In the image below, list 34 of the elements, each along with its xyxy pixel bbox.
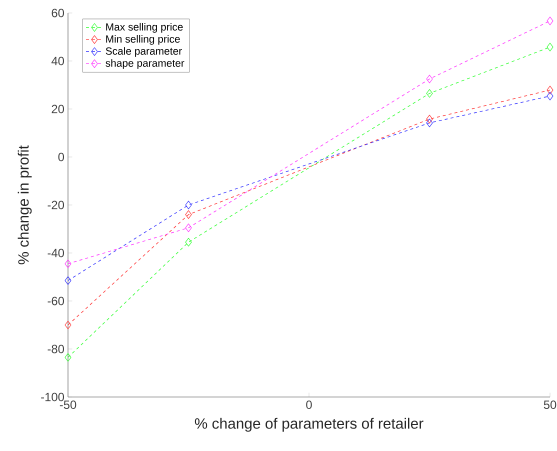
- y-tick-label: -20: [48, 200, 64, 210]
- legend-label: Scale parameter: [106, 47, 182, 57]
- y-tick-label: 60: [52, 8, 64, 18]
- point: [64, 260, 72, 268]
- point: [185, 238, 192, 246]
- y-tick-label: -100: [41, 392, 64, 402]
- point: [546, 16, 554, 26]
- legend-label: Max selling price: [106, 22, 183, 33]
- y-tick-label: -60: [48, 296, 64, 306]
- point: [426, 89, 433, 98]
- y-axis-title: % change in profit: [18, 145, 32, 264]
- point: [426, 118, 433, 128]
- point: [185, 210, 192, 219]
- y-tick-label: -80: [48, 344, 64, 354]
- point: [64, 320, 72, 330]
- x-tick-label: 0: [306, 400, 312, 409]
- point: [64, 276, 72, 285]
- point: [546, 92, 554, 100]
- point: [185, 200, 192, 210]
- point: [426, 74, 433, 84]
- point: [426, 114, 433, 124]
- point: [64, 353, 72, 362]
- y-tick-label: -40: [48, 248, 64, 258]
- y-tick-label: 40: [51, 56, 64, 66]
- legend-label: Min selling price: [106, 35, 180, 45]
- y-tick-label: 20: [52, 104, 64, 114]
- legend-label: shape parameter: [106, 59, 184, 69]
- point: [546, 42, 554, 52]
- point: [546, 86, 554, 94]
- x-tick-label: -50: [60, 400, 76, 409]
- x-axis-title: % change of parameters of retailer: [194, 418, 424, 432]
- point: [185, 224, 192, 232]
- x-tick-label: 50: [544, 400, 556, 409]
- y-tick-label: 0: [58, 152, 64, 162]
